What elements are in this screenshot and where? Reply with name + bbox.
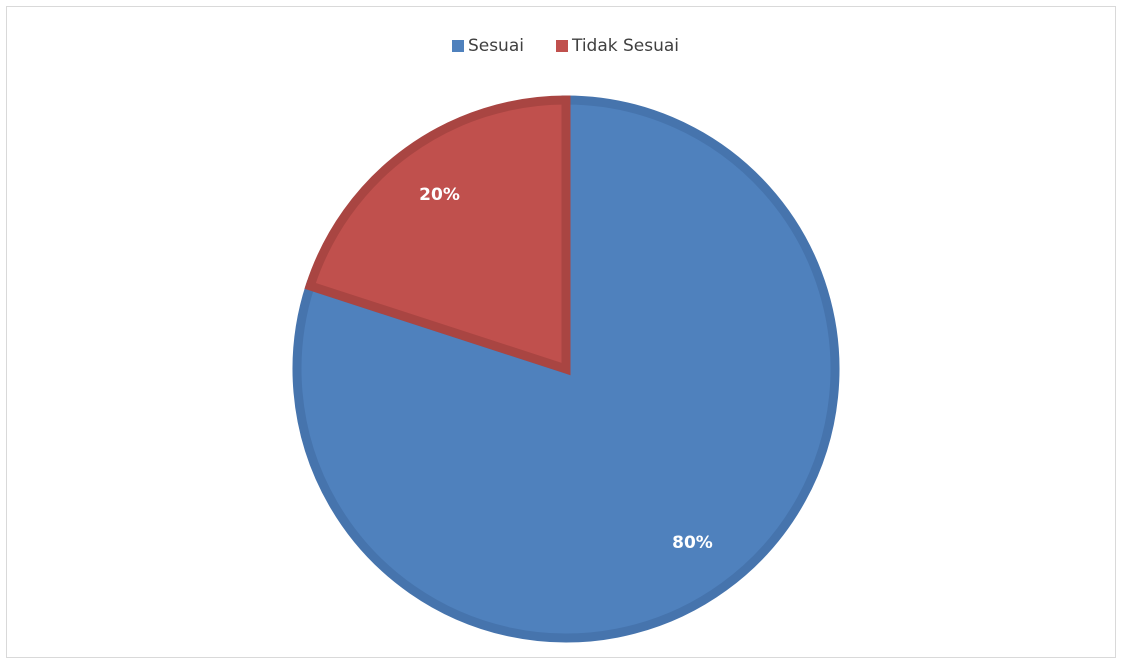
legend-label-sesuai: Sesuai bbox=[467, 36, 524, 56]
legend-item-tidak-sesuai: Tidak Sesuai bbox=[555, 36, 680, 56]
data-label-tidak-sesuai: 20% bbox=[419, 185, 460, 205]
data-label-sesuai: 80% bbox=[672, 533, 713, 553]
legend-label-tidak-sesuai: Tidak Sesuai bbox=[571, 36, 680, 56]
legend-swatch-tidak-sesuai bbox=[555, 40, 568, 52]
pie-slice-tidak-sesuai bbox=[304, 95, 571, 376]
legend: Sesuai Tidak Sesuai bbox=[0, 36, 1123, 56]
legend-item-sesuai: Sesuai bbox=[451, 36, 524, 56]
legend-swatch-sesuai bbox=[451, 40, 464, 52]
